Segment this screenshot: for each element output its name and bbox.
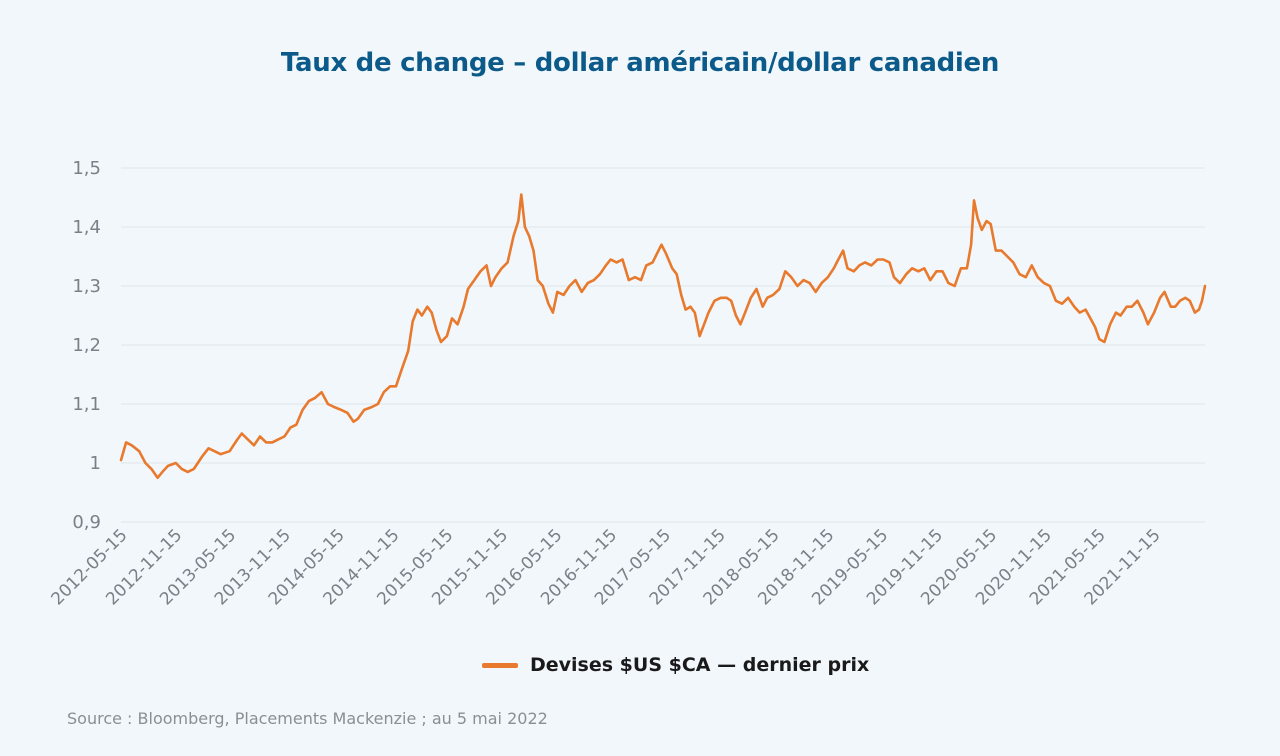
- gridlines: [121, 167, 1205, 523]
- x-axis-ticks: 2012-05-152012-11-152013-05-152013-11-15…: [48, 525, 1165, 609]
- y-tick-label: 1: [90, 453, 101, 474]
- series-line: [119, 193, 1207, 480]
- y-axis-ticks: 0,9 1 1,1 1,2 1,3 1,4 1,5: [72, 158, 101, 533]
- chart-title: Taux de change – dollar américain/dollar…: [280, 48, 1000, 78]
- legend-label: Devises $US $CA — dernier prix: [530, 654, 870, 676]
- y-tick-label: 0,9: [72, 512, 101, 533]
- series-layer: [119, 193, 1207, 480]
- y-tick-label: 1,5: [72, 158, 101, 179]
- y-tick-label: 1,1: [72, 394, 101, 415]
- y-tick-label: 1,4: [72, 217, 101, 238]
- source-note: Source : Bloomberg, Placements Mackenzie…: [67, 709, 548, 728]
- y-tick-label: 1,3: [72, 276, 101, 297]
- legend-swatch: [482, 662, 518, 668]
- legend: Devises $US $CA — dernier prix: [482, 654, 869, 676]
- y-tick-label: 1,2: [72, 335, 101, 356]
